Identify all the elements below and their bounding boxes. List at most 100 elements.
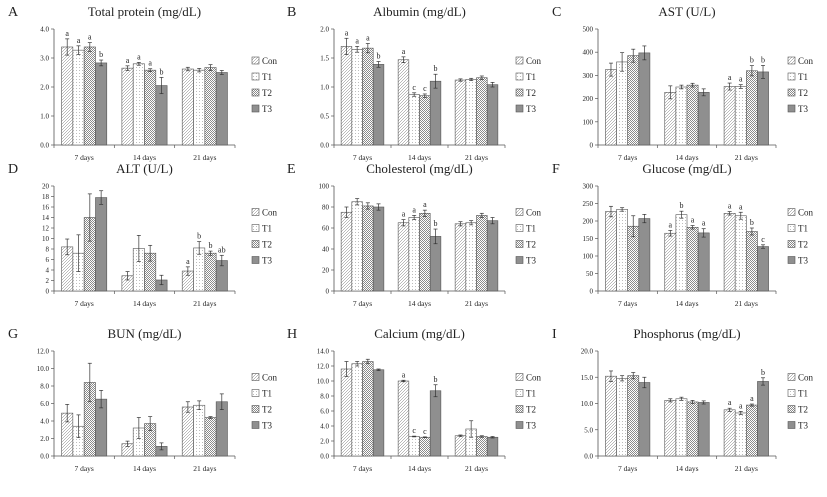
bar-t2 [362,47,374,146]
significance-label: a [728,202,732,211]
x-tick-label: 21 days [193,464,216,473]
legend-swatch [251,389,260,397]
bar-t1 [675,86,688,146]
x-tick-label: 21 days [193,153,216,162]
legend-label: T2 [262,405,272,415]
legend-label: Con [262,373,278,383]
significance-label: ab [218,245,226,254]
y-tick-label: 8.0 [40,383,49,391]
legend-label: T1 [798,224,808,234]
legend-swatch [515,389,524,397]
chart-title: Phosphorus (mg/dL) [633,326,740,341]
bar-t3 [372,369,385,457]
y-tick-label: 0 [590,288,594,296]
bar-t2 [746,231,758,292]
significance-label: a [77,36,81,45]
significance-label: a [702,219,706,228]
panel-label: I [552,327,557,342]
legend-label: Con [262,208,278,218]
significance-label: a [402,370,406,379]
significance-label: a [148,59,152,68]
y-tick-label: 14.0 [317,348,330,356]
panel-label: A [8,5,19,20]
bar-t2 [746,404,758,457]
x-tick-label: 7 days [618,464,637,473]
significance-label: a [691,216,695,225]
legend-label: T1 [526,389,536,399]
bar-t3 [486,436,499,457]
y-tick-label: 20.0 [581,348,594,356]
bar-t1 [465,79,477,146]
legend-swatch [787,104,796,113]
legend-label: Con [798,373,814,383]
y-tick-label: 2 [46,277,50,285]
significance-label: c [423,84,427,93]
bar-t3 [215,72,228,146]
bar-con [454,435,467,457]
legend-label: Con [526,373,542,383]
y-tick-label: 100 [583,118,594,126]
y-tick-label: 10.0 [37,365,50,373]
legend-label: T3 [262,104,272,114]
significance-label: b [761,368,765,377]
bar-con [61,46,74,146]
chart-panel-f: F Glucose (mg/dL) 0 50 100 150 200 250 300 7 days… [552,161,814,308]
y-tick-label: 0.0 [320,453,329,461]
chart-title: Cholesterol (mg/dL) [366,161,473,176]
y-tick-label: 0.0 [40,142,49,150]
y-tick-label: 14 [42,214,50,222]
legend-swatch [251,240,260,248]
y-tick-label: 6 [46,256,50,264]
panel-label: D [8,162,18,177]
bar-t1 [465,222,477,292]
legend-label: T2 [798,240,808,250]
legend-swatch [787,240,796,248]
bar-t3 [429,390,442,457]
legend-swatch [787,389,796,397]
significance-label: a [412,205,416,214]
x-tick-label: 7 days [353,299,372,308]
bar-t1 [675,214,688,292]
y-tick-label: 10.0 [317,378,330,386]
x-tick-label: 7 days [74,153,93,162]
chart-title: BUN (mg/dL) [107,326,181,341]
legend-swatch [515,373,524,381]
bar-con [340,46,353,146]
significance-label: a [750,394,754,403]
y-tick-label: 50 [586,270,594,278]
y-tick-label: 4 [46,267,50,275]
y-tick-label: 300 [583,72,594,80]
significance-label: b [159,67,163,76]
chart-panel-h: H Calcium (mg/dL) 0.0 2.0 4.0 6.0 8.0 10.0 12.0 1… [287,326,542,473]
bar-t1 [132,63,145,146]
x-tick-label: 14 days [675,464,698,473]
y-tick-label: 150 [583,235,594,243]
legend-label: T3 [262,421,272,431]
panel-label: G [8,327,18,342]
y-tick-label: 16 [42,204,50,212]
significance-label: b [434,64,438,73]
y-tick-label: 0 [46,288,50,296]
bar-t1 [351,201,363,292]
bar-t2 [476,436,488,457]
chart-panel-i: I Phosphorus (mg/dL) 0.0 5.0 10.0 15.0 20.0 7 d… [552,326,814,473]
bar-t3 [638,52,651,146]
chart-title: Calcium (mg/dL) [374,326,465,341]
bar-t1 [408,436,420,457]
bar-t2 [83,46,96,146]
legend-swatch [787,256,796,264]
bar-t2 [627,375,640,457]
x-tick-label: 21 days [735,464,758,473]
bar-con [454,223,467,292]
y-tick-label: 4.0 [40,26,49,34]
significance-label: a [423,200,427,209]
bar-t3 [757,246,769,292]
y-tick-label: 12.0 [37,348,50,356]
bar-t3 [372,206,385,292]
bar-t3 [155,85,168,146]
legend-swatch [251,72,260,81]
legend-swatch [787,405,796,413]
legend-label: T2 [798,405,808,415]
panel-label: C [552,5,561,20]
